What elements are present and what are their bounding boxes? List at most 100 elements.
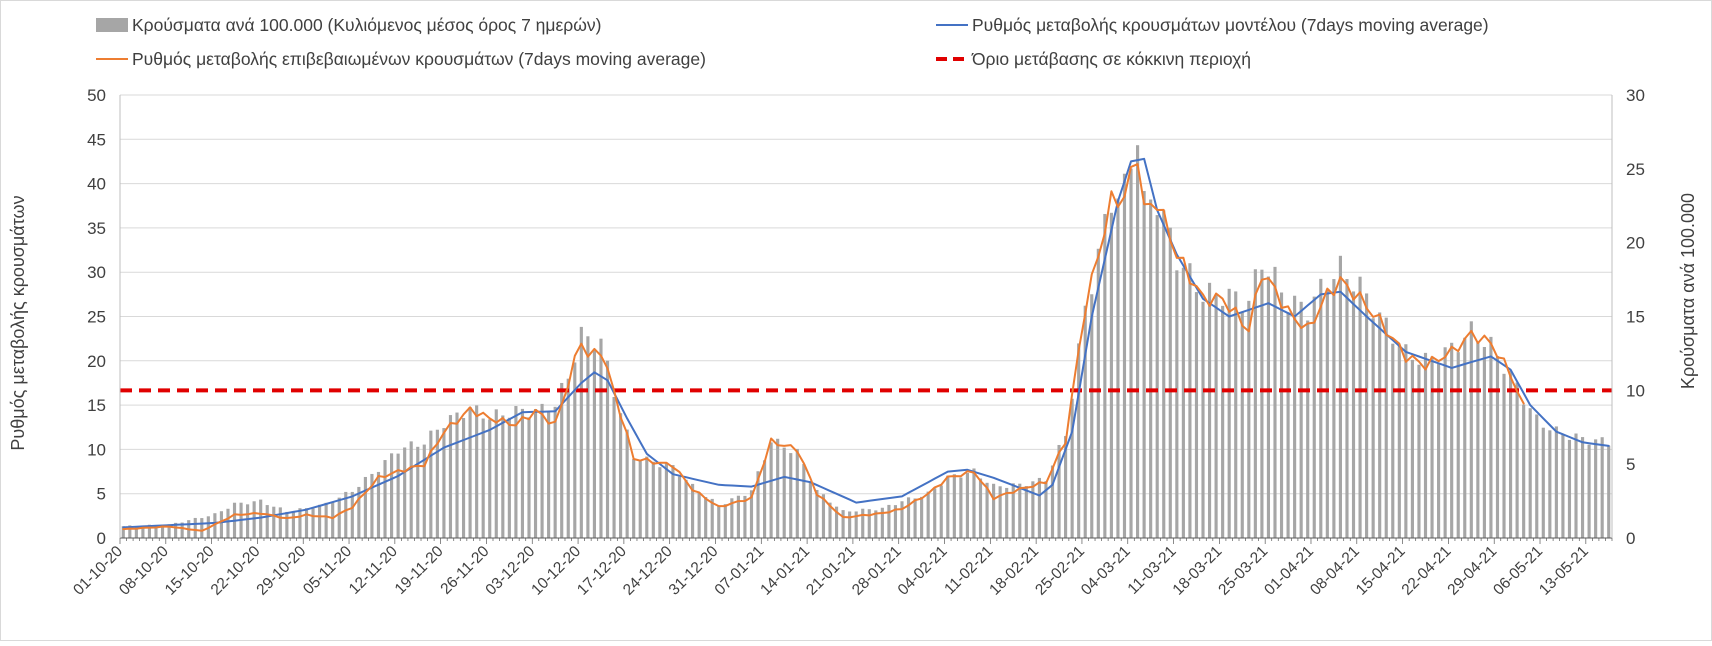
cases-bar bbox=[1181, 267, 1185, 538]
cases-bar bbox=[920, 496, 924, 538]
cases-bar bbox=[383, 460, 387, 538]
cases-bar bbox=[1607, 445, 1611, 538]
cases-bar bbox=[422, 444, 426, 538]
cases-bar bbox=[612, 397, 616, 538]
cases-bar bbox=[651, 461, 655, 538]
cases-bar bbox=[638, 461, 642, 538]
cases-bar bbox=[723, 504, 727, 538]
cases-bar bbox=[1489, 336, 1493, 538]
legend-model-label: Ρυθμός μεταβολής κρουσμάτων μοντέλου (7d… bbox=[972, 15, 1489, 35]
cases-bar bbox=[828, 502, 832, 538]
right-tick-label: 25 bbox=[1626, 160, 1645, 179]
cases-bar bbox=[1247, 300, 1251, 538]
cases-bar bbox=[632, 458, 636, 538]
cases-bar bbox=[854, 511, 858, 538]
cases-bar bbox=[756, 471, 760, 538]
cases-bar bbox=[1260, 269, 1264, 538]
left-tick-label: 0 bbox=[97, 529, 106, 548]
cases-bar bbox=[1469, 321, 1473, 538]
cases-bar bbox=[1135, 145, 1140, 538]
cases-bar bbox=[625, 429, 629, 538]
cases-bar bbox=[1463, 337, 1467, 538]
cases-bar bbox=[350, 491, 354, 538]
cases-bar bbox=[1050, 465, 1055, 538]
cases-bar bbox=[134, 526, 138, 538]
cases-bar bbox=[1149, 199, 1153, 538]
cases-bar bbox=[1365, 293, 1369, 538]
left-tick-label: 20 bbox=[87, 352, 106, 371]
cases-bar bbox=[1430, 356, 1434, 538]
cases-bar bbox=[1234, 291, 1238, 538]
right-tick-label: 15 bbox=[1626, 308, 1645, 327]
cases-bar bbox=[1077, 343, 1081, 538]
cases-bar bbox=[547, 412, 551, 538]
cases-bar bbox=[808, 480, 812, 538]
cases-bar bbox=[1005, 487, 1009, 538]
cases-bar bbox=[331, 502, 335, 538]
cases-bar bbox=[900, 501, 904, 538]
cases-bar bbox=[1437, 363, 1441, 538]
cases-bar bbox=[272, 506, 276, 538]
cases-bar bbox=[1358, 276, 1362, 538]
cases-bar bbox=[861, 508, 865, 538]
x-tick-label: 19-11-20 bbox=[392, 543, 447, 598]
cases-bar bbox=[1083, 305, 1087, 538]
cases-bar bbox=[160, 525, 165, 538]
cases-bar bbox=[1443, 347, 1447, 538]
cases-bar bbox=[396, 453, 400, 538]
cases-bar bbox=[324, 502, 328, 538]
cases-bar bbox=[409, 441, 413, 538]
gridlines bbox=[120, 94, 1612, 495]
cases-bar bbox=[448, 415, 453, 538]
cases-bar bbox=[1168, 227, 1172, 538]
cases-bar bbox=[749, 490, 754, 538]
cases-bar bbox=[1528, 408, 1532, 538]
cases-bar bbox=[1194, 292, 1199, 538]
cases-bar bbox=[1404, 344, 1408, 538]
cases-bar bbox=[147, 524, 152, 538]
cases-bars bbox=[121, 145, 1611, 539]
cases-bar bbox=[671, 465, 675, 538]
cases-bar bbox=[291, 511, 295, 538]
cases-bar bbox=[1129, 168, 1133, 538]
cases-bar bbox=[1476, 341, 1480, 538]
cases-bar bbox=[691, 483, 695, 538]
cases-bar bbox=[1522, 404, 1526, 538]
cases-bar bbox=[1024, 486, 1028, 538]
cases-bar bbox=[1535, 414, 1539, 538]
cases-bar bbox=[1417, 364, 1421, 538]
cases-bar bbox=[501, 415, 505, 538]
cases-bar bbox=[488, 419, 492, 538]
cases-bar bbox=[1567, 439, 1572, 538]
cases-bar bbox=[1293, 295, 1297, 538]
cases-bar bbox=[834, 506, 839, 538]
cases-bar bbox=[880, 507, 884, 538]
cases-bar bbox=[318, 504, 322, 538]
cases-bar bbox=[1495, 356, 1500, 538]
x-tick-label: 06-05-21 bbox=[1490, 543, 1546, 599]
cases-bar bbox=[1207, 282, 1212, 538]
cases-bar bbox=[481, 418, 485, 538]
cases-bar bbox=[874, 510, 878, 538]
cases-bar bbox=[442, 428, 446, 538]
cases-bar bbox=[1286, 312, 1290, 538]
cases-bar bbox=[1338, 255, 1343, 539]
x-tick-label: 10-12-20 bbox=[528, 543, 584, 599]
cases-bar bbox=[1384, 317, 1388, 538]
cases-bar bbox=[1240, 311, 1244, 538]
cases-bar bbox=[507, 417, 511, 538]
cases-bar bbox=[730, 498, 734, 538]
cases-bar bbox=[1011, 483, 1015, 538]
cases-bar bbox=[1332, 279, 1336, 538]
x-tick-label: 04-02-21 bbox=[895, 543, 951, 599]
cases-bar bbox=[1057, 444, 1061, 538]
cases-bar bbox=[265, 505, 269, 538]
cases-bar bbox=[1070, 398, 1074, 538]
cases-bar bbox=[167, 524, 171, 538]
cases-bar bbox=[743, 495, 747, 538]
cases-bar bbox=[527, 417, 531, 538]
cases-bar bbox=[1391, 343, 1395, 538]
confirmed-rate-line bbox=[122, 163, 1525, 532]
cases-bar bbox=[337, 497, 341, 538]
